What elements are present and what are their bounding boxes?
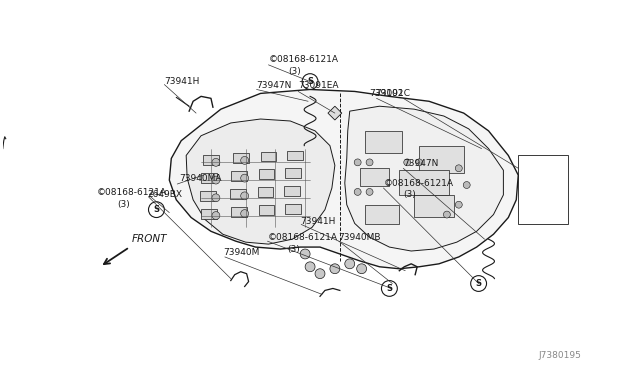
Bar xyxy=(203,155,219,165)
Bar xyxy=(260,151,276,161)
Bar xyxy=(231,207,246,217)
Circle shape xyxy=(404,159,411,166)
Circle shape xyxy=(148,202,164,218)
Circle shape xyxy=(381,280,397,296)
Text: 73091C: 73091C xyxy=(376,89,410,98)
Bar xyxy=(414,195,454,217)
Circle shape xyxy=(212,176,220,184)
Bar xyxy=(365,205,399,224)
Circle shape xyxy=(330,264,340,274)
Circle shape xyxy=(455,165,462,172)
Text: S: S xyxy=(387,284,392,293)
Circle shape xyxy=(366,189,373,195)
Circle shape xyxy=(463,182,470,189)
Text: S: S xyxy=(154,205,159,214)
Circle shape xyxy=(300,249,310,259)
Text: 2649BX: 2649BX xyxy=(147,190,182,199)
Bar xyxy=(365,131,403,153)
Bar xyxy=(233,154,248,163)
Text: 73940MB: 73940MB xyxy=(338,233,380,242)
Text: 73941H: 73941H xyxy=(164,77,200,86)
Circle shape xyxy=(354,159,361,166)
Bar xyxy=(285,168,301,178)
Bar xyxy=(257,187,273,197)
Text: 73940M: 73940M xyxy=(223,248,259,257)
Polygon shape xyxy=(170,89,518,269)
Circle shape xyxy=(305,262,315,272)
Text: (3): (3) xyxy=(116,200,129,209)
Circle shape xyxy=(212,194,220,202)
Polygon shape xyxy=(345,106,504,251)
Bar xyxy=(287,151,303,160)
Bar xyxy=(230,189,246,199)
Circle shape xyxy=(366,159,373,166)
Circle shape xyxy=(315,269,325,279)
Text: 73947N: 73947N xyxy=(257,81,292,90)
Text: ©08168-6121A: ©08168-6121A xyxy=(268,55,339,64)
Text: ©08168-6121A: ©08168-6121A xyxy=(383,179,454,187)
Bar xyxy=(284,186,300,196)
Circle shape xyxy=(345,259,355,269)
Text: ©08168-6121A: ©08168-6121A xyxy=(268,233,337,242)
Bar xyxy=(231,171,246,181)
Bar xyxy=(285,204,301,214)
Bar xyxy=(259,205,275,215)
Circle shape xyxy=(212,212,220,219)
Bar xyxy=(201,209,217,218)
Circle shape xyxy=(470,276,486,291)
Bar xyxy=(200,191,216,201)
Text: (3): (3) xyxy=(288,67,301,76)
Bar xyxy=(201,173,217,183)
Circle shape xyxy=(241,157,248,164)
Circle shape xyxy=(212,158,220,166)
Polygon shape xyxy=(328,106,342,120)
Circle shape xyxy=(455,201,462,208)
Text: 73940MA: 73940MA xyxy=(179,174,221,183)
Circle shape xyxy=(241,192,248,200)
Text: 73091EA: 73091EA xyxy=(298,81,339,90)
Text: 73947N: 73947N xyxy=(403,159,438,168)
Circle shape xyxy=(241,174,248,182)
Bar xyxy=(419,145,464,173)
Text: (3): (3) xyxy=(403,190,416,199)
Circle shape xyxy=(415,159,422,166)
Text: FRONT: FRONT xyxy=(132,234,167,244)
Text: ©08168-6121A: ©08168-6121A xyxy=(97,188,167,198)
Circle shape xyxy=(302,74,318,89)
Circle shape xyxy=(444,211,451,218)
Text: 73941H: 73941H xyxy=(300,217,335,226)
Bar xyxy=(360,168,389,186)
Circle shape xyxy=(356,264,367,274)
Polygon shape xyxy=(186,119,335,244)
Text: 739102: 739102 xyxy=(369,89,403,98)
Circle shape xyxy=(241,210,248,218)
Text: J7380195: J7380195 xyxy=(538,351,581,360)
Bar xyxy=(399,170,449,195)
Text: S: S xyxy=(476,279,482,288)
Text: S: S xyxy=(307,77,313,86)
Circle shape xyxy=(354,189,361,195)
Bar xyxy=(259,169,275,179)
Text: (3): (3) xyxy=(287,244,300,254)
